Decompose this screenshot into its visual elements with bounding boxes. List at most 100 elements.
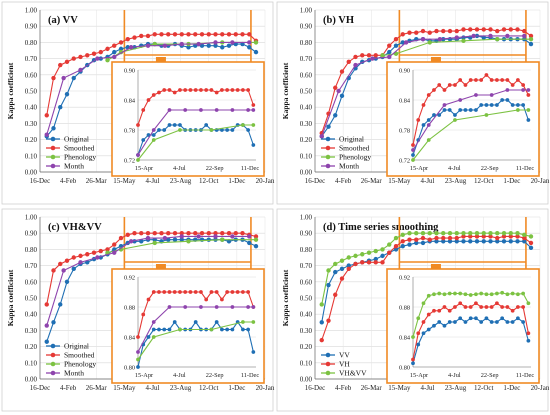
series-point: [51, 320, 55, 324]
series-point: [78, 68, 82, 72]
inset-series-point: [152, 328, 156, 332]
series-point: [72, 255, 76, 259]
series-point: [475, 239, 479, 243]
y-tick-label: 0.80: [300, 39, 313, 47]
chart-title: (d) Time series smoothing: [323, 222, 439, 233]
x-tick-label: 20-Jan: [531, 177, 550, 185]
inset-series-point: [506, 78, 510, 82]
x-tick-label: 16-Dec: [30, 384, 51, 392]
y-tick-label: 0.10: [25, 359, 38, 367]
series-point: [146, 34, 150, 38]
inset-series-point: [479, 320, 483, 324]
inset-series-point: [511, 309, 515, 313]
inset-series-point: [189, 290, 193, 294]
series-point: [367, 250, 371, 254]
series-point: [173, 32, 177, 36]
series-point: [112, 43, 116, 47]
inset-series-point: [458, 98, 462, 102]
series-point: [404, 40, 408, 44]
series-point: [495, 29, 499, 33]
inset-series-point: [495, 301, 499, 305]
series-point: [360, 260, 364, 264]
inset-y-tick-label: 0.72: [399, 157, 410, 164]
y-axis-label: Kappa coefficient: [6, 269, 15, 326]
series-point: [227, 231, 231, 235]
series-point: [173, 237, 177, 241]
y-tick-label: 0.90: [300, 23, 313, 31]
series-point: [254, 237, 258, 241]
y-tick-label: 0.40: [25, 104, 38, 112]
y-tick-label: 0.60: [300, 278, 313, 286]
inset-series-point: [147, 335, 151, 339]
inset-series-point: [458, 292, 462, 296]
y-tick-label: 0.90: [300, 230, 313, 238]
inset-series-point: [220, 88, 224, 92]
y-tick-label: 0.50: [300, 88, 313, 96]
inset-x-tick-label: 11-Dec: [516, 165, 535, 172]
inset-series-point: [157, 128, 161, 132]
y-tick-label: 0.20: [300, 343, 313, 351]
inset-series-point: [432, 309, 436, 313]
series-point: [240, 32, 244, 36]
x-tick-label: 23-Aug: [170, 384, 192, 392]
y-tick-label: 0.60: [25, 278, 38, 286]
inset-series-point: [516, 292, 520, 296]
series-point: [438, 37, 442, 41]
series-point: [58, 63, 62, 67]
inset-series-point: [210, 88, 214, 92]
inset-series-point: [220, 298, 224, 302]
inset-series-point: [194, 88, 198, 92]
series-point: [394, 236, 398, 240]
series-point: [434, 29, 438, 33]
inset-series-point: [178, 128, 182, 132]
inset-x-tick-label: 22-Sep: [206, 372, 224, 379]
series-point: [340, 267, 344, 271]
inset-series-point: [500, 316, 504, 320]
inset-series-point: [215, 305, 219, 309]
series-point: [153, 32, 157, 36]
series-point: [92, 52, 96, 56]
series-point: [234, 32, 238, 36]
series-point: [227, 32, 231, 36]
series-point: [186, 239, 190, 243]
inset-series-point: [511, 83, 515, 87]
series-point: [509, 231, 513, 235]
inset-series-point: [241, 123, 245, 127]
x-tick-label: 16-Dec: [305, 177, 326, 185]
series-point: [421, 29, 425, 33]
inset-series-point: [458, 78, 462, 82]
legend-swatch-marker: [326, 155, 331, 160]
x-tick-label: 1-Dec: [503, 177, 520, 185]
series-point: [509, 239, 513, 243]
series-point: [380, 53, 384, 57]
legend-swatch-marker: [51, 353, 56, 358]
series-point: [414, 231, 418, 235]
inset-series-point: [521, 320, 525, 324]
inset-series-point: [453, 292, 457, 296]
inset-series-point: [443, 324, 447, 328]
series-point: [105, 47, 109, 51]
inset-series-point: [443, 103, 447, 107]
legend-label: VV: [339, 351, 350, 360]
y-tick-label: 0.90: [25, 23, 38, 31]
inset-series-point: [246, 328, 250, 332]
inset-series-point: [527, 93, 531, 97]
inset-series-point: [500, 305, 504, 309]
inset-series-point: [173, 123, 177, 127]
legend-swatch-marker: [326, 371, 331, 376]
y-tick-label: 0.90: [25, 230, 38, 238]
inset-series-point: [416, 316, 420, 320]
panel-1: 0.000.100.200.300.400.500.600.700.800.90…: [277, 2, 550, 204]
legend-swatch-marker: [326, 353, 331, 358]
series-point: [455, 35, 459, 39]
series-point: [320, 302, 324, 306]
series-point: [180, 42, 184, 46]
series-point: [45, 323, 49, 327]
series-point: [247, 45, 251, 49]
inset-series-point: [241, 290, 245, 294]
legend-label: Phenology: [64, 360, 96, 369]
inset-x-tick-label: 22-Sep: [481, 372, 499, 379]
inset-series-point: [136, 123, 140, 127]
inset-series-point: [495, 292, 499, 296]
series-point: [482, 231, 486, 235]
